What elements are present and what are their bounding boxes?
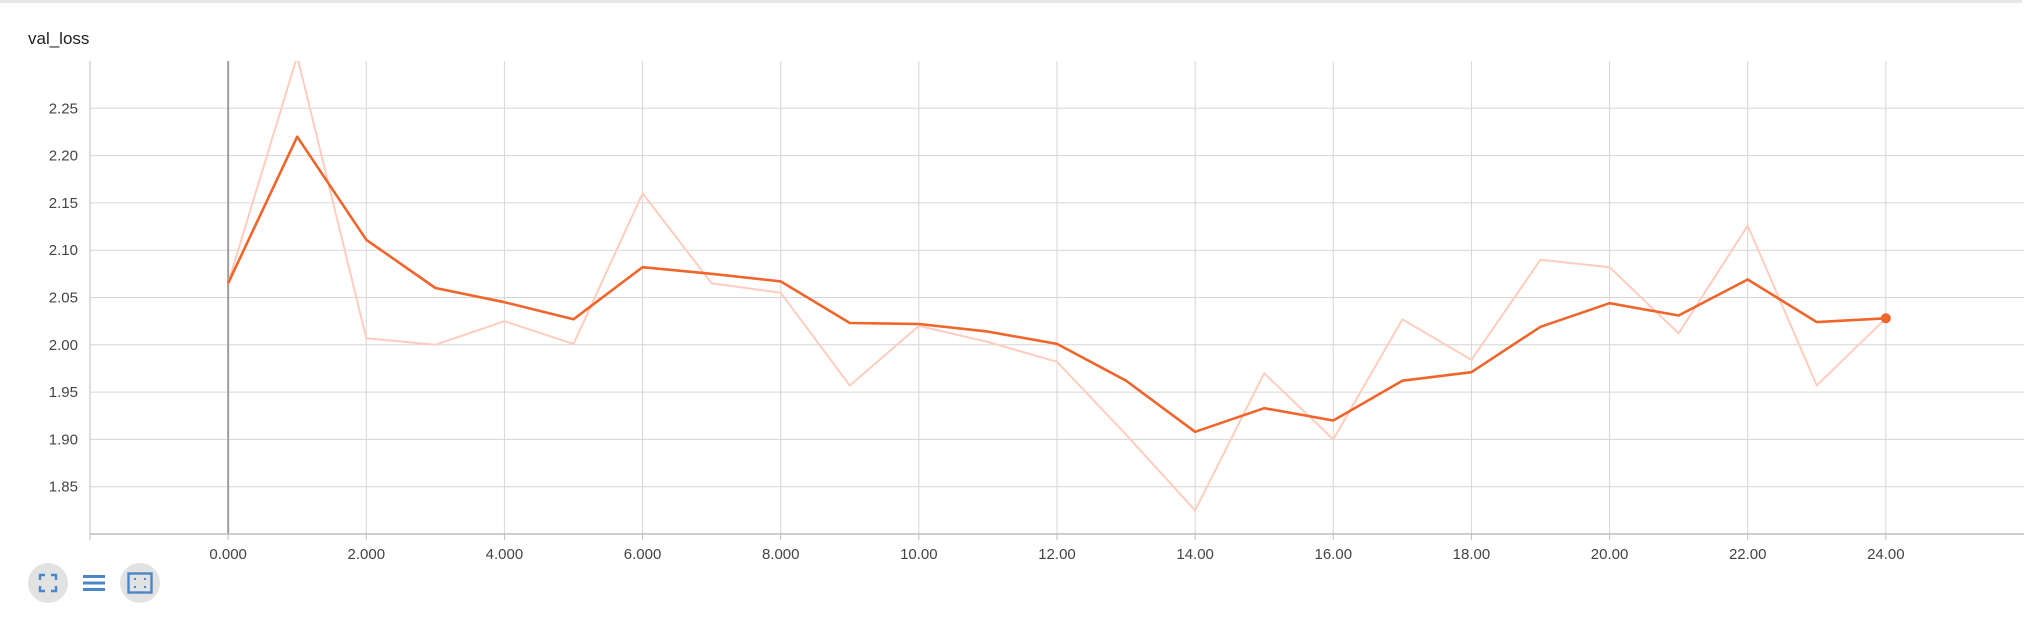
x-tick-label: 6.000 — [624, 546, 662, 563]
grid — [90, 61, 2024, 534]
y-tick-label: 2.20 — [49, 148, 78, 165]
x-tick-label: 24.00 — [1867, 546, 1905, 563]
y-tick-label: 2.05 — [49, 290, 78, 307]
chart-title: val_loss — [28, 29, 90, 48]
x-tick-label: 2.000 — [348, 546, 386, 563]
x-tick-label: 4.000 — [486, 546, 524, 563]
y-tick-label: 2.15 — [49, 195, 78, 212]
toggle-log-scale-button[interactable] — [74, 563, 114, 603]
series-layer — [226, 61, 1891, 512]
toggle-expand-button[interactable] — [28, 563, 68, 603]
x-tick-label: 14.00 — [1176, 546, 1214, 563]
x-tick-label: 20.00 — [1591, 546, 1629, 563]
y-tick-label: 2.10 — [49, 242, 78, 259]
fit-domain-button[interactable] — [120, 563, 160, 603]
x-tick-label: 0.000 — [209, 546, 247, 563]
axes — [89, 61, 2024, 540]
chart-plot: 1.85 1.90 1.95 2.00 2.05 2.10 2.15 2.20 2.25 0.00… — [49, 61, 2024, 563]
x-tick-label: 12.00 — [1038, 546, 1076, 563]
last-point-marker — [1880, 313, 1891, 324]
y-tick-label: 1.95 — [49, 384, 78, 401]
x-tick-label: 10.00 — [900, 546, 938, 563]
x-tick-label: 8.000 — [762, 546, 800, 563]
tick-labels: 1.85 1.90 1.95 2.00 2.05 2.10 2.15 2.20 2.25 0.00… — [49, 100, 1905, 563]
smoothed-series-line — [226, 135, 1886, 434]
fullscreen-icon — [38, 573, 58, 593]
chart-toolbar — [28, 563, 160, 603]
fit-to-data-icon — [127, 572, 153, 594]
y-tick-label: 1.90 — [49, 431, 78, 448]
x-tick-label: 22.00 — [1729, 546, 1767, 563]
raw-series-line — [227, 61, 1887, 512]
y-tick-label: 1.85 — [49, 479, 78, 496]
x-tick-label: 18.00 — [1453, 546, 1491, 563]
lines-icon — [83, 575, 105, 591]
y-tick-label: 2.00 — [49, 337, 78, 354]
x-tick-label: 16.00 — [1315, 546, 1353, 563]
y-tick-label: 2.25 — [49, 100, 78, 117]
